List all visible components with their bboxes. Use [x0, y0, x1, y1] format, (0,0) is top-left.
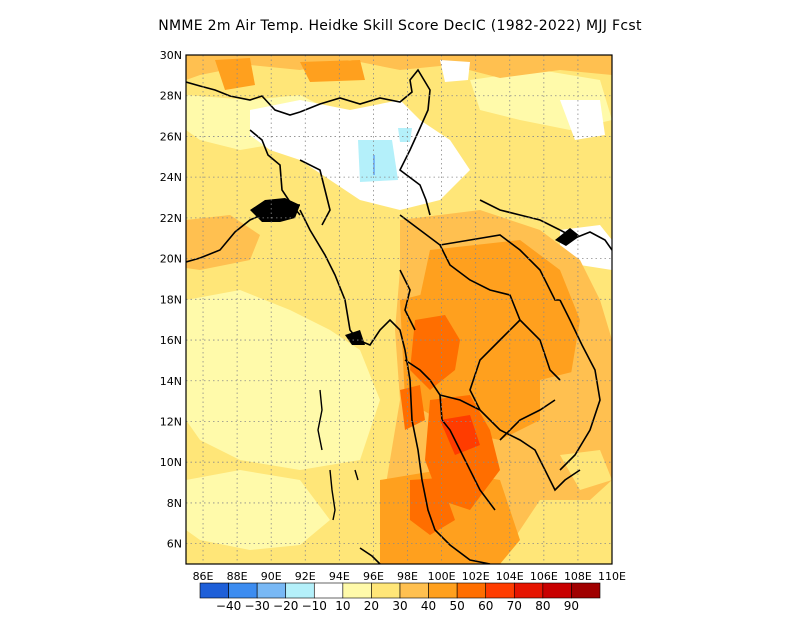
colorbar-label: 80 [535, 599, 550, 613]
colorbar-swatch [371, 582, 401, 599]
colorbar-swatch [342, 582, 372, 599]
x-tick-label: 90E [261, 570, 282, 583]
x-tick-label: 98E [397, 570, 418, 583]
y-tick-label: 6N [167, 538, 182, 551]
y-tick-label: 28N [160, 90, 182, 103]
colorbar-swatch [542, 582, 572, 599]
skill-field [186, 55, 612, 564]
y-tick-label: 18N [160, 293, 182, 306]
colorbar-label: 70 [507, 599, 522, 613]
colorbar-swatch [485, 582, 515, 599]
x-tick-label: 104E [496, 570, 524, 583]
y-tick-label: 12N [160, 415, 182, 428]
y-tick-label: 24N [160, 171, 182, 184]
colorbar-label: 60 [478, 599, 493, 613]
x-tick-label: 88E [227, 570, 248, 583]
colorbar-label: −10 [302, 599, 327, 613]
colorbar-label: 40 [421, 599, 436, 613]
x-tick-label: 102E [462, 570, 490, 583]
colorbar-swatch [399, 582, 429, 599]
delta [250, 198, 580, 345]
colorbar-swatch [313, 582, 344, 599]
x-tick-label: 108E [564, 570, 592, 583]
y-tick-label: 26N [160, 130, 182, 143]
x-tick-label: 106E [530, 570, 558, 583]
x-tick-labels: 86E 88E 90E 92E 94E 96E 98E 100E 102E 104E 106E 108… [193, 570, 626, 583]
colorbar-label: −30 [244, 599, 269, 613]
x-tick-label: 96E [363, 570, 384, 583]
y-tick-label: 14N [160, 375, 182, 388]
colorbar-swatch [513, 582, 544, 599]
colorbar-label: 90 [564, 599, 579, 613]
colorbar-swatch [228, 582, 258, 599]
y-tick-label: 20N [160, 253, 182, 266]
y-tick-label: 22N [160, 212, 182, 225]
x-tick-label: 86E [193, 570, 214, 583]
x-tick-label: 92E [295, 570, 316, 583]
x-tick-label: 110E [598, 570, 626, 583]
colorbar-label: 20 [364, 599, 379, 613]
colorbar-swatch [199, 582, 229, 599]
colorbar-swatch [285, 582, 315, 599]
x-tick-label: 100E [428, 570, 456, 583]
y-tick-labels: 6N 8N 10N 12N 14N 16N 18N 20N 22N 24N 26N 28N 30N [160, 49, 182, 551]
y-tick-label: 16N [160, 334, 182, 347]
colorbar-label: 50 [450, 599, 465, 613]
colorbar: −40 −30 −20 −10 10 20 30 40 50 60 70 80 90 [199, 582, 601, 613]
colorbar-label: 10 [335, 599, 350, 613]
colorbar-label: −20 [273, 599, 298, 613]
colorbar-swatch [428, 582, 458, 599]
colorbar-label: −40 [216, 599, 241, 613]
colorbar-swatch [571, 582, 601, 599]
x-tick-label: 94E [329, 570, 350, 583]
colorbar-label: 30 [392, 599, 407, 613]
islands [317, 389, 359, 521]
colorbar-swatch [256, 582, 287, 599]
plot-frame [185, 54, 613, 565]
gridlines [186, 55, 612, 564]
chart-title: NMME 2m Air Temp. Heidke Skill Score Dec… [158, 18, 642, 34]
y-tick-label: 30N [160, 49, 182, 62]
y-tick-label: 8N [167, 497, 182, 510]
colorbar-swatch [456, 582, 487, 599]
y-tick-label: 10N [160, 456, 182, 469]
